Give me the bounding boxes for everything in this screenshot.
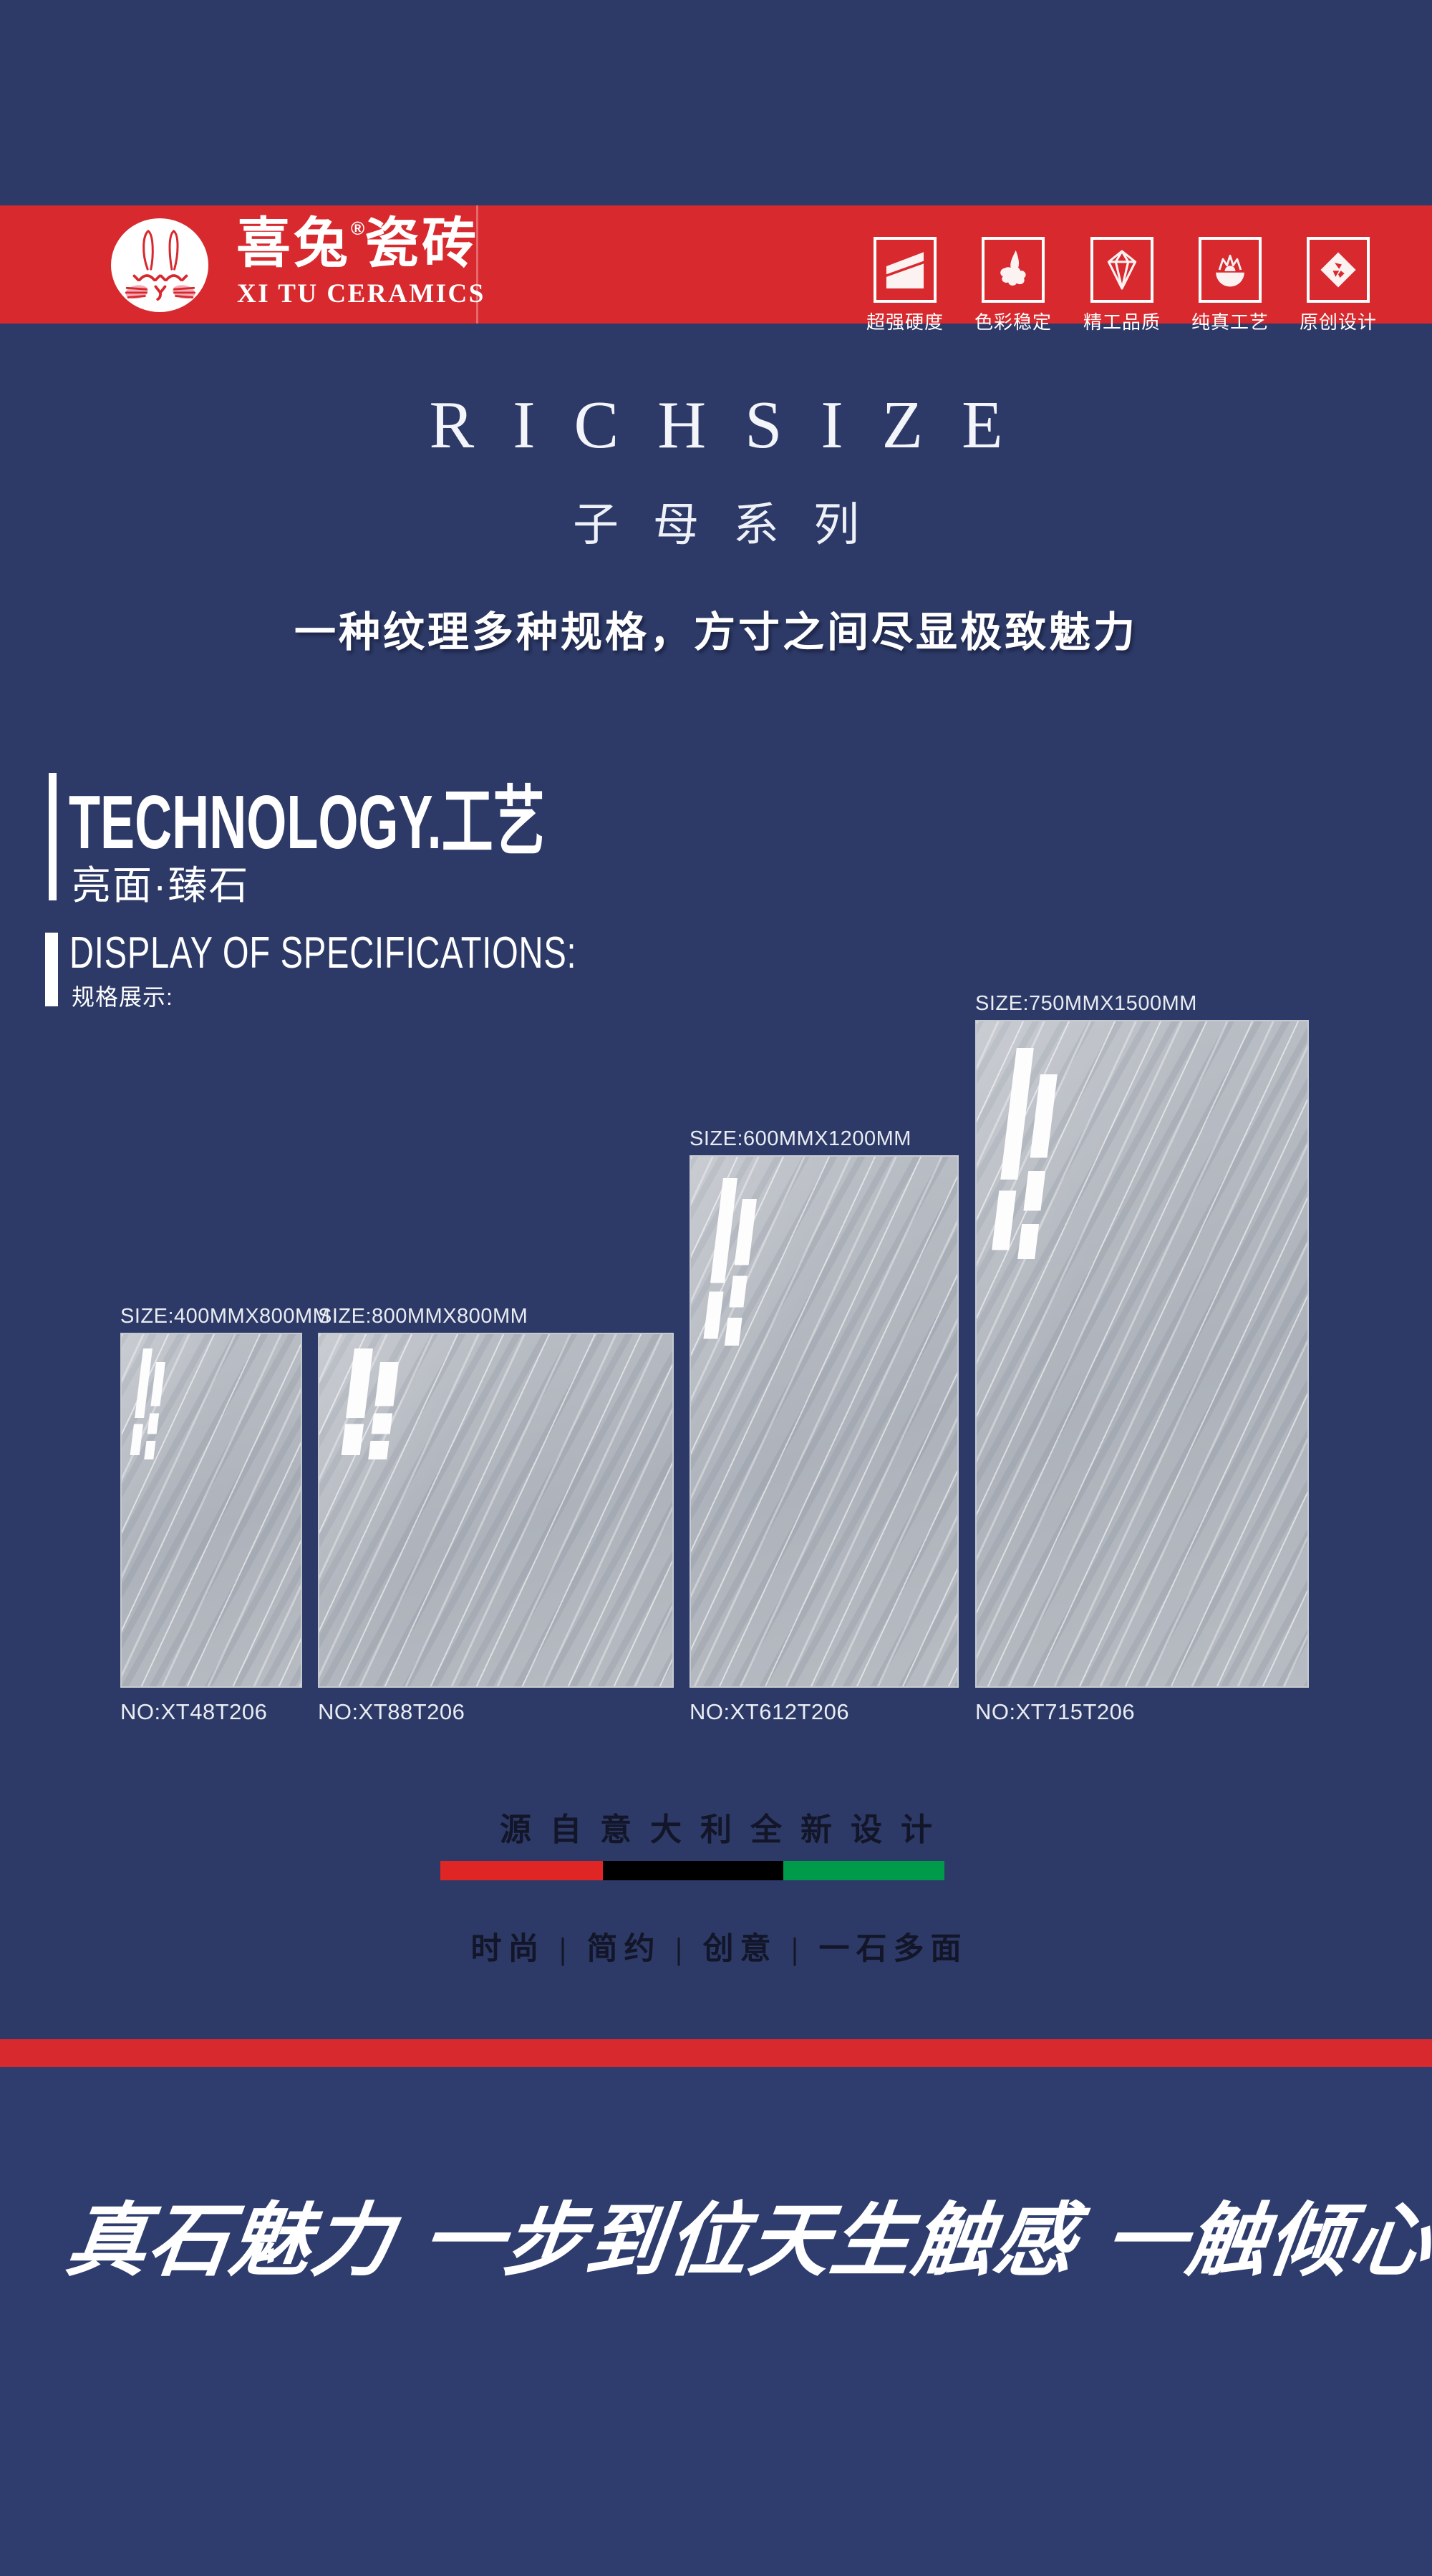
tile-no-label: NO:XT88T206 — [318, 1699, 465, 1724]
tile-card-750x1500: SIZE:750MMX1500MM NO:XT715T206 — [975, 990, 1309, 1725]
tile-card-400x800: SIZE:400MMX800MM NO:XT48T206 — [120, 1303, 331, 1725]
feature-label: 超强硬度 — [866, 311, 944, 333]
rabbit-logo-icon — [111, 218, 208, 312]
tile-gloss-highlight — [340, 1348, 400, 1479]
brand-name-cn-left: 喜兔 — [236, 213, 351, 274]
feature-label: 原创设计 — [1299, 311, 1377, 333]
footer-slogan-right: 天生触感 一触倾心 — [743, 2194, 1432, 2288]
feature-item-design: 原创设计 — [1285, 237, 1392, 334]
registered-mark: ® — [351, 218, 365, 239]
original-design-icon — [1320, 252, 1356, 288]
feature-item-craft: 纯真工艺 — [1176, 237, 1284, 334]
flag-red-segment — [440, 1861, 604, 1880]
pure-craft-icon — [1216, 254, 1244, 287]
footer-slogan-left: 真石魅力 一步到位 — [61, 2194, 755, 2288]
bottom-red-divider — [0, 2039, 1432, 2067]
tile-image — [975, 1020, 1309, 1688]
feature-label: 精工品质 — [1083, 311, 1161, 333]
specs-subheading: 规格展示: — [72, 984, 173, 1010]
tile-size-label: SIZE:400MMX800MM — [120, 1305, 331, 1328]
flag-green-segment — [783, 1861, 944, 1880]
brand-name-cn: 喜兔®瓷砖 — [236, 217, 479, 271]
italy-flag-bar — [440, 1861, 944, 1880]
series-title: RICHSIZE — [429, 388, 1042, 462]
specs-section-bar — [45, 933, 58, 1006]
tile-hardness-icon — [886, 252, 924, 289]
feature-item-quality: 精工品质 — [1068, 237, 1176, 334]
feature-badges: 超强硬度 色彩稳定 — [0, 205, 1432, 333]
flag-black-segment — [603, 1861, 783, 1880]
technology-heading: TECHNOLOGY.工艺 — [69, 780, 545, 865]
tile-gloss-highlight — [990, 1048, 1058, 1294]
brand-name-cn-right: 瓷砖 — [364, 213, 480, 274]
tile-image — [690, 1155, 959, 1688]
feature-box — [1090, 237, 1153, 303]
tile-no-label: NO:XT612T206 — [690, 1699, 850, 1724]
tile-no-label: NO:XT48T206 — [120, 1699, 268, 1724]
technology-subheading: 亮面·臻石 — [72, 863, 250, 908]
feature-box — [982, 237, 1045, 303]
brand-name-en: XI TU CERAMICS — [237, 279, 485, 308]
tile-size-label: SIZE:750MMX1500MM — [975, 992, 1197, 1015]
feature-item-hardness: 超强硬度 — [851, 237, 959, 334]
feature-box — [1199, 237, 1262, 303]
color-stability-icon — [1000, 250, 1026, 286]
tile-no-label: NO:XT715T206 — [975, 1699, 1136, 1724]
tile-card-800x800: SIZE:800MMX800MM NO:XT88T206 — [318, 1303, 674, 1725]
footer-slogans: 真石魅力 一步到位 天生触感 一触倾心 — [62, 2176, 1432, 2292]
origin-headline: 源自意大利全新设计 — [500, 1812, 951, 1847]
feature-item-color: 色彩稳定 — [959, 237, 1067, 334]
tile-gloss-highlight — [701, 1177, 757, 1374]
tile-card-600x1200: SIZE:600MMX1200MM NO:XT612T206 — [690, 1125, 959, 1725]
logo-divider — [476, 205, 478, 324]
feature-label: 色彩稳定 — [974, 311, 1052, 333]
tile-image — [318, 1333, 674, 1688]
feature-box — [874, 237, 937, 303]
diamond-quality-icon — [1107, 250, 1137, 290]
style-slogan: 时尚 | 简约 | 创意 | 一石多面 — [470, 1933, 968, 1966]
feature-label: 纯真工艺 — [1191, 311, 1269, 333]
tile-size-label: SIZE:800MMX800MM — [318, 1305, 528, 1328]
tile-gloss-highlight — [129, 1348, 166, 1479]
specs-heading: DISPLAY OF SPECIFICATIONS: — [69, 928, 577, 978]
feature-box — [1307, 237, 1370, 303]
series-subtitle: 子母系列 — [573, 500, 894, 550]
bottom-background — [0, 2067, 1432, 2576]
tile-image — [120, 1333, 302, 1688]
header-band: 喜兔®瓷砖 XI TU CERAMICS 超强硬度 — [0, 205, 1432, 333]
tile-size-label: SIZE:600MMX1200MM — [690, 1127, 911, 1150]
technology-section-bar — [49, 773, 57, 900]
series-tagline: 一种纹理多种规格，方寸之间尽显极致魅力 — [294, 609, 1138, 656]
